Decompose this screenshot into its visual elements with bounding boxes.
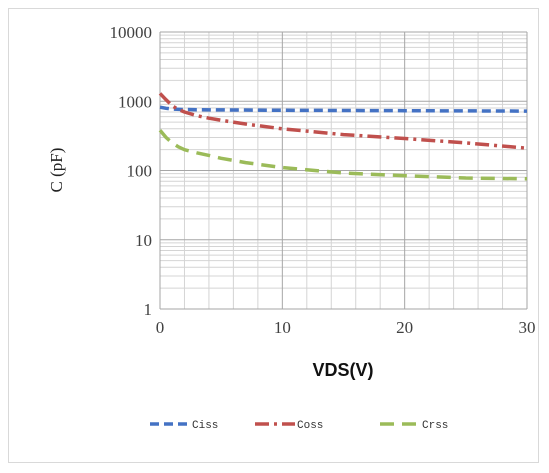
x-tick-label: 30 [519, 318, 536, 337]
y-tick-label: 10 [135, 231, 152, 250]
legend-label-ciss: Ciss [192, 420, 218, 432]
legend-label-coss: Coss [297, 420, 323, 432]
x-axis-label: VDS(V) [312, 360, 373, 380]
y-tick-label: 10000 [110, 23, 153, 42]
y-tick-label: 100 [127, 162, 153, 181]
x-tick-labels: 0 10 20 30 [156, 318, 536, 337]
x-tick-label: 0 [156, 318, 165, 337]
x-tick-label: 10 [274, 318, 291, 337]
y-tick-label: 1 [144, 300, 153, 319]
legend: Ciss Coss Crss [150, 420, 448, 432]
chart-frame [8, 8, 539, 463]
x-tick-label: 20 [396, 318, 413, 337]
y-tick-label: 1000 [118, 92, 152, 111]
y-axis-label: C (pF) [47, 148, 66, 193]
series-lines [158, 92, 528, 181]
major-gridlines [159, 31, 528, 310]
series-line-ciss [159, 105, 528, 113]
series-line-crss [158, 129, 528, 181]
legend-label-crss: Crss [422, 420, 448, 432]
series-line-coss [158, 92, 528, 150]
y-tick-labels: 1 10 100 1000 10000 [110, 23, 153, 319]
